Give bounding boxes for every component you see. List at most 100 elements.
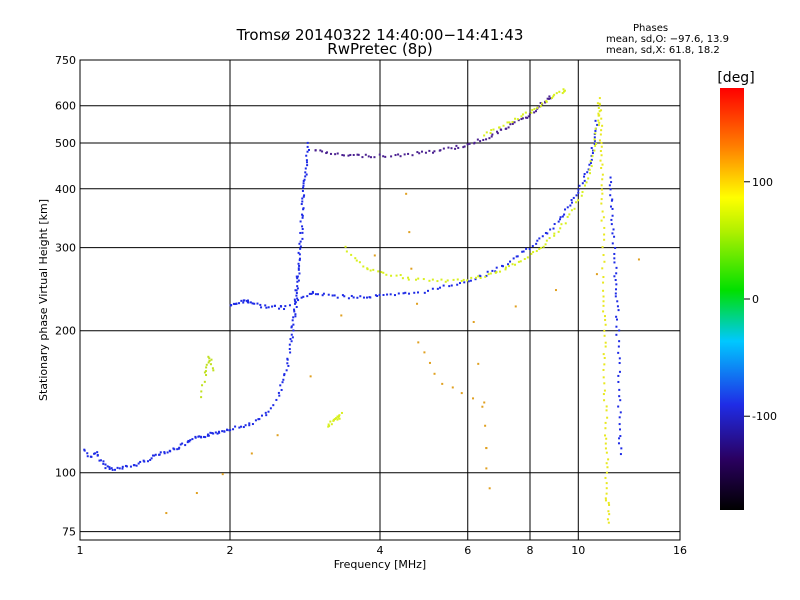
data-point: [615, 272, 618, 275]
data-point: [297, 251, 300, 254]
data-point: [382, 155, 385, 158]
data-point: [208, 357, 211, 360]
data-point: [298, 264, 301, 267]
data-point: [559, 218, 562, 221]
data-point: [104, 463, 107, 466]
data-point: [259, 303, 262, 306]
data-point: [604, 323, 607, 326]
data-point: [572, 196, 575, 199]
data-point: [300, 203, 303, 206]
data-point: [350, 294, 353, 297]
data-point: [374, 294, 377, 297]
data-point: [593, 149, 596, 152]
data-point: [557, 230, 560, 233]
data-point: [146, 460, 149, 463]
data-point: [463, 281, 466, 284]
data-point: [431, 278, 434, 281]
data-point: [604, 345, 607, 348]
data-point: [479, 276, 482, 279]
data-point: [448, 285, 451, 288]
data-point: [290, 333, 293, 336]
data-point: [372, 268, 375, 271]
data-point: [607, 458, 610, 461]
data-point: [578, 184, 581, 187]
data-point: [541, 235, 544, 238]
data-point: [490, 135, 493, 138]
data-point: [301, 200, 304, 203]
data-point: [617, 380, 620, 383]
data-point: [414, 278, 417, 281]
data-point: [431, 287, 434, 290]
data-point: [614, 295, 617, 298]
data-point: [201, 384, 204, 387]
data-point: [563, 213, 566, 216]
data-point: [524, 116, 527, 119]
data-point: [200, 390, 203, 393]
data-point: [551, 96, 554, 99]
data-point: [600, 145, 603, 148]
data-point: [501, 265, 504, 268]
data-point: [618, 357, 621, 360]
data-point: [302, 195, 305, 198]
data-point: [298, 259, 301, 262]
data-point: [110, 467, 113, 470]
data-point: [385, 273, 388, 276]
data-point: [514, 263, 517, 266]
data-point: [294, 313, 297, 316]
data-point: [416, 302, 419, 305]
data-point: [583, 175, 586, 178]
data-point: [340, 411, 343, 414]
data-point: [604, 427, 607, 430]
data-point: [533, 111, 536, 114]
data-point: [618, 362, 621, 365]
data-point: [204, 370, 207, 373]
data-point: [212, 432, 215, 435]
data-point: [304, 167, 307, 170]
data-point: [337, 416, 340, 419]
data-point: [604, 499, 607, 502]
data-point: [301, 237, 304, 240]
data-point: [613, 275, 616, 278]
data-point: [528, 247, 531, 250]
data-point: [302, 184, 305, 187]
data-point: [118, 467, 121, 470]
data-point: [457, 146, 460, 149]
data-point: [532, 251, 535, 254]
data-point: [486, 270, 489, 273]
data-point: [296, 275, 299, 278]
data-point: [597, 107, 600, 110]
data-point: [610, 223, 613, 226]
data-point: [513, 121, 516, 124]
data-point: [618, 329, 621, 332]
data-point: [116, 466, 119, 469]
data-point: [290, 325, 293, 328]
data-point: [221, 430, 224, 433]
data-point: [106, 465, 109, 468]
data-point: [242, 301, 245, 304]
data-point: [615, 315, 618, 318]
data-point: [581, 182, 584, 185]
data-point: [289, 337, 292, 340]
data-point: [240, 425, 243, 428]
data-point: [611, 198, 614, 201]
data-point: [600, 109, 603, 112]
data-point: [264, 411, 267, 414]
data-point: [299, 247, 302, 250]
data-point: [552, 95, 555, 98]
data-point: [460, 392, 463, 395]
data-point: [408, 231, 411, 234]
data-point: [321, 294, 324, 297]
data-points: [83, 88, 640, 524]
data-point: [191, 438, 194, 441]
data-point: [102, 462, 105, 465]
data-point: [380, 271, 383, 274]
data-point: [485, 446, 488, 449]
phases-x-line: mean, sd,X: 61.8, 18.2: [606, 45, 720, 56]
data-point: [605, 405, 608, 408]
data-point: [617, 351, 620, 354]
data-point: [321, 150, 324, 153]
data-point: [299, 220, 302, 223]
data-point: [604, 447, 607, 450]
data-point: [516, 255, 519, 258]
